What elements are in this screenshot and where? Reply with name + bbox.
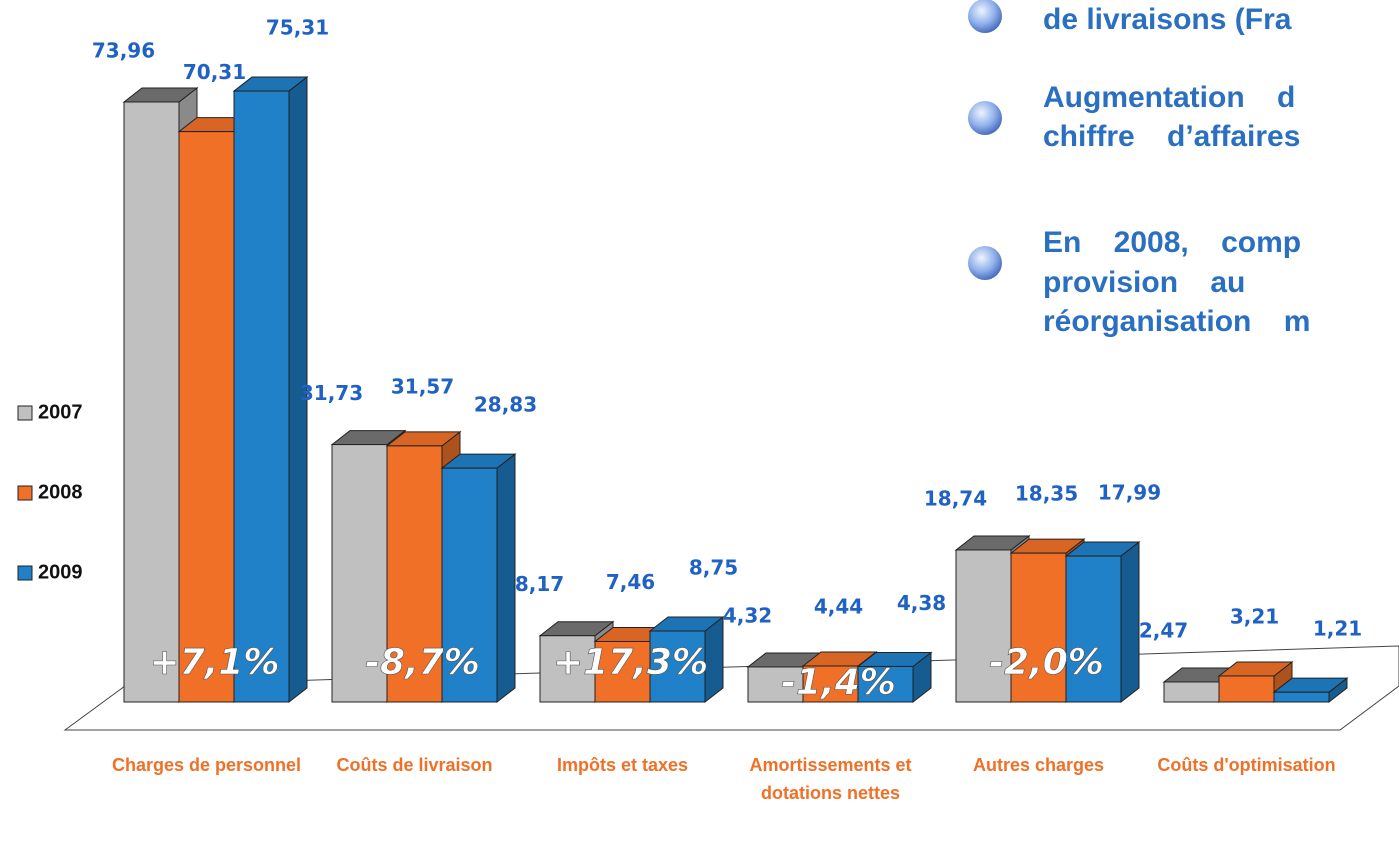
bar <box>1065 555 1122 703</box>
value-label: 2,47 <box>1139 618 1188 642</box>
change-annotation: -1,4% <box>781 662 896 703</box>
bar <box>441 467 498 703</box>
legend-label: 2007 <box>38 401 83 423</box>
bar <box>649 630 706 703</box>
bullet-text: En 2008, comp <box>1043 226 1302 259</box>
bar <box>857 665 914 703</box>
bullet-icon <box>968 246 1002 280</box>
category-label: Autres charges <box>972 755 1105 775</box>
value-label: 28,83 <box>474 393 537 417</box>
change-annotation: -2,0% <box>989 642 1104 683</box>
value-label: 7,46 <box>606 570 655 594</box>
legend-label: 2009 <box>38 561 83 583</box>
bar <box>1163 681 1220 703</box>
change-annotation: +7,1% <box>149 642 279 683</box>
category-label: Coûts de livraison <box>336 755 493 775</box>
value-label: 18,35 <box>1015 482 1078 506</box>
bar <box>178 131 235 703</box>
value-label: 8,75 <box>689 556 738 580</box>
category-label: Coûts d'optimisation <box>1157 755 1336 775</box>
category-label: Impôts et taxes <box>556 755 689 775</box>
value-label: 3,21 <box>1230 604 1279 628</box>
value-label: 8,17 <box>515 572 564 596</box>
value-label: 31,73 <box>300 381 363 405</box>
bullet-icon <box>968 101 1002 135</box>
value-label: 4,44 <box>814 594 863 618</box>
bullet-text: Augmentation d <box>1043 81 1296 114</box>
bar <box>955 549 1012 703</box>
floor <box>63 645 1399 731</box>
bullet-icon <box>968 0 1002 33</box>
bar <box>331 444 388 703</box>
bullet-text: provision au <box>1043 266 1246 299</box>
value-label: 4,32 <box>723 603 772 627</box>
bullet-text: de livraisons (Fra <box>1043 3 1292 36</box>
bar-side <box>1120 541 1140 704</box>
bullet-text: réorganisation m <box>1043 305 1311 338</box>
bar <box>802 665 859 703</box>
value-label: 75,31 <box>266 16 329 40</box>
bar <box>1218 675 1275 703</box>
value-label: 17,99 <box>1098 481 1161 505</box>
bar <box>1010 552 1067 703</box>
change-annotation: +17,3% <box>553 642 708 683</box>
bullet-text: chiffre d’affaires <box>1043 120 1301 153</box>
legend-swatch <box>17 485 33 501</box>
value-label: 1,21 <box>1313 617 1362 641</box>
bar <box>747 666 804 703</box>
bar <box>594 640 651 703</box>
change-annotation: -8,7% <box>365 642 480 683</box>
category-label: Amortissements et dotations nettes <box>749 755 912 803</box>
category-label: Charges de personnel <box>111 755 302 775</box>
value-label: 73,96 <box>92 38 155 62</box>
bar <box>1273 691 1330 703</box>
value-label: 31,57 <box>391 374 454 398</box>
legend-swatch <box>17 405 33 421</box>
value-label: 18,74 <box>924 486 987 510</box>
bar-side <box>496 453 516 704</box>
value-label: 4,38 <box>897 591 946 615</box>
legend-label: 2008 <box>38 481 83 503</box>
bar <box>233 90 290 703</box>
bar <box>386 445 443 703</box>
value-label: 70,31 <box>183 60 246 84</box>
bar <box>123 101 180 703</box>
legend-swatch <box>17 565 33 581</box>
